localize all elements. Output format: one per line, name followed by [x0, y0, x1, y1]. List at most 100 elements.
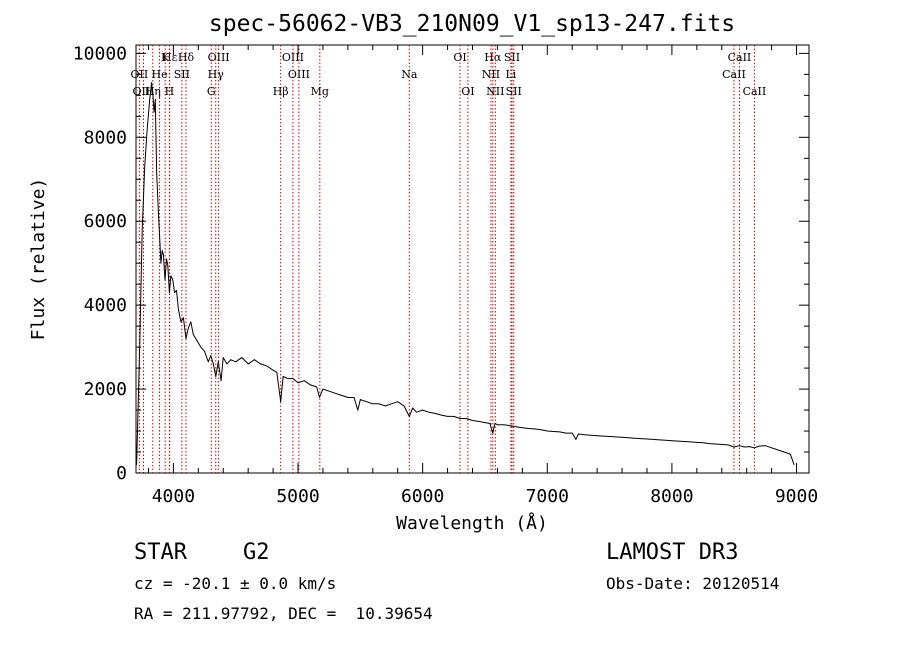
flux-point	[153, 111, 155, 113]
y-tick-label: 2000	[84, 379, 127, 400]
flux-point	[220, 380, 222, 382]
x-tick-label: 8000	[650, 486, 693, 507]
spectral-line-label: H	[165, 85, 175, 98]
flux-point	[634, 437, 635, 439]
flux-point	[615, 436, 617, 438]
flux-point	[357, 409, 359, 411]
y-tick-label: 8000	[84, 127, 127, 148]
flux-point	[230, 359, 232, 361]
y-tick-label: 0	[116, 463, 127, 484]
flux-point	[677, 440, 679, 442]
flux-point	[187, 327, 189, 329]
flux-point	[146, 128, 148, 130]
flux-point	[292, 378, 294, 379]
spectral-line-label: SII	[174, 68, 190, 81]
flux-point	[139, 346, 141, 348]
flux-point	[422, 409, 424, 411]
flux-point	[503, 424, 505, 426]
flux-point	[207, 361, 209, 363]
flux-point	[359, 399, 361, 400]
flux-point	[282, 376, 284, 377]
spectral-line-label: Hα	[484, 51, 502, 64]
flux-point	[174, 292, 176, 293]
flux-point	[266, 365, 268, 367]
flux-point	[659, 439, 660, 441]
flux-point	[540, 429, 542, 431]
flux-point	[210, 355, 212, 356]
flux-point	[366, 401, 367, 403]
flux-point	[412, 407, 414, 409]
flux-point	[758, 445, 760, 447]
flux-point	[609, 436, 610, 437]
flux-point	[715, 443, 716, 445]
flux-point	[447, 415, 448, 417]
flux-point	[353, 397, 355, 398]
flux-point	[287, 378, 289, 379]
flux-point	[575, 439, 577, 440]
spectral-line-label: SII	[506, 85, 522, 98]
spectral-line-label: Hβ	[273, 85, 289, 98]
flux-point	[200, 346, 202, 348]
flux-point	[180, 321, 182, 323]
spectral-line-label: OIII	[282, 51, 304, 64]
flux-point	[163, 254, 164, 256]
flux-point	[226, 363, 228, 365]
flux-point	[195, 338, 197, 340]
flux-point	[182, 317, 184, 319]
flux-point	[235, 361, 237, 363]
object-class: STAR	[134, 540, 187, 565]
flux-point	[170, 275, 172, 277]
flux-point	[748, 446, 750, 447]
flux-point	[272, 369, 274, 371]
flux-point	[696, 441, 698, 443]
flux-point	[217, 361, 219, 363]
spectral-line-label: Hδ	[178, 51, 195, 64]
flux-point	[204, 350, 205, 352]
spectral-line-label: G	[207, 85, 216, 98]
flux-point	[584, 434, 586, 436]
flux-point	[565, 432, 567, 434]
spectral-line-label: Hγ	[208, 68, 225, 81]
x-axis-label: Wavelength (Å)	[396, 512, 548, 534]
flux-point	[316, 386, 318, 388]
x-tick-label: 9000	[775, 486, 818, 507]
flux-point	[484, 422, 486, 424]
flux-point	[152, 92, 154, 94]
flux-point	[310, 384, 311, 386]
flux-point	[347, 397, 349, 398]
flux-point	[136, 464, 138, 466]
flux-point	[497, 424, 498, 426]
flux-point	[602, 435, 604, 437]
spectral-line-label: Mg	[311, 85, 329, 98]
flux-point	[176, 290, 177, 291]
flux-point	[665, 439, 667, 441]
flux-point	[553, 431, 554, 432]
flux-point	[158, 212, 159, 214]
flux-point	[408, 415, 410, 417]
flux-point	[416, 411, 417, 413]
flux-point	[590, 434, 592, 436]
flux-point	[297, 382, 299, 384]
flux-series	[136, 82, 795, 466]
spectral-line-label: OIII	[208, 51, 230, 64]
y-tick-label: 10000	[73, 43, 127, 64]
flux-point	[403, 405, 405, 407]
flux-point	[247, 363, 249, 365]
survey-name: LAMOST DR3	[606, 540, 739, 565]
flux-point	[328, 390, 330, 392]
flux-point	[192, 334, 194, 335]
spectral-line-label: CaII	[728, 51, 752, 64]
flux-point	[777, 449, 779, 451]
axis-ticks: 4000 5000 6000 7000 8000 9000 0 2000 4000 6000 800…	[73, 43, 818, 507]
flux-point	[683, 441, 685, 442]
spectral-line-label: Li	[505, 68, 516, 81]
flux-point	[652, 439, 654, 440]
flux-point	[276, 371, 278, 373]
flux-point	[708, 443, 710, 445]
flux-point	[159, 237, 161, 239]
flux-point	[372, 403, 374, 405]
flux-point	[534, 428, 536, 430]
x-tick-label: 4000	[152, 486, 195, 507]
spectral-line-label: OI	[453, 51, 466, 64]
